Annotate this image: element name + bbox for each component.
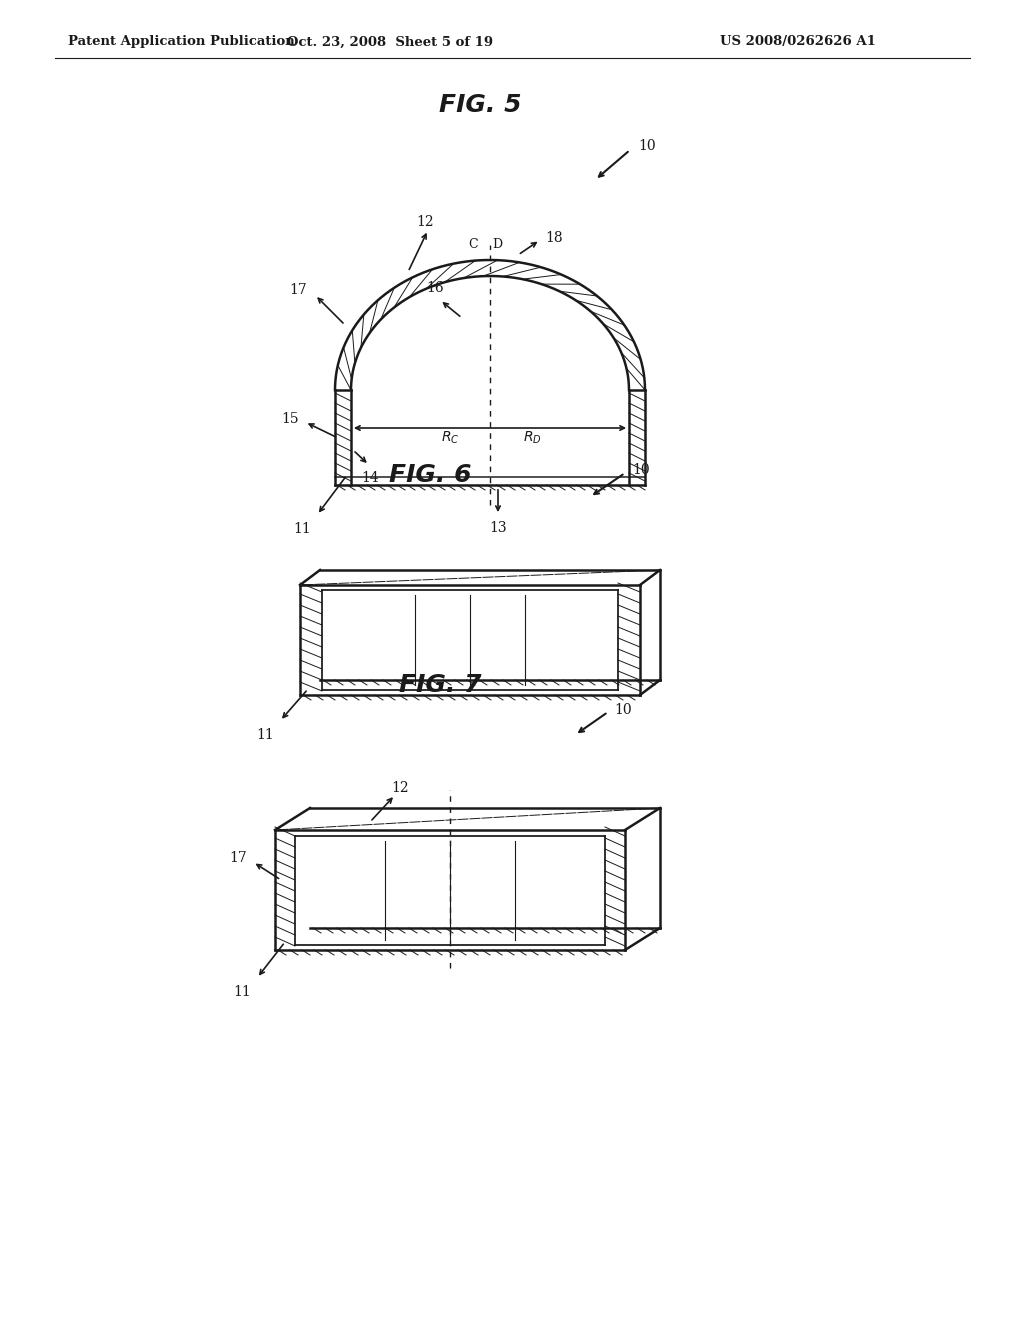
Text: 15: 15 xyxy=(282,412,299,426)
Text: 12: 12 xyxy=(416,215,434,228)
Text: 12: 12 xyxy=(391,781,409,795)
Text: $R_D$: $R_D$ xyxy=(522,430,542,446)
Text: D: D xyxy=(492,239,502,252)
Text: FIG. 7: FIG. 7 xyxy=(398,673,481,697)
Text: Patent Application Publication: Patent Application Publication xyxy=(68,36,295,49)
Text: 10: 10 xyxy=(638,139,655,153)
Text: C: C xyxy=(468,239,478,252)
Text: 11: 11 xyxy=(293,521,311,536)
Text: FIG. 6: FIG. 6 xyxy=(389,463,471,487)
Text: Oct. 23, 2008  Sheet 5 of 19: Oct. 23, 2008 Sheet 5 of 19 xyxy=(287,36,494,49)
Text: 17: 17 xyxy=(289,282,307,297)
Text: 18: 18 xyxy=(545,231,562,246)
Text: 11: 11 xyxy=(256,729,274,742)
Text: 13: 13 xyxy=(489,521,507,535)
Text: $R_C$: $R_C$ xyxy=(440,430,459,446)
Text: 10: 10 xyxy=(632,463,649,477)
Text: 11: 11 xyxy=(233,985,251,999)
Text: 10: 10 xyxy=(614,704,632,717)
Text: 14: 14 xyxy=(361,471,379,484)
Text: US 2008/0262626 A1: US 2008/0262626 A1 xyxy=(720,36,876,49)
Text: 16: 16 xyxy=(426,281,443,294)
Text: FIG. 5: FIG. 5 xyxy=(438,92,521,117)
Text: 17: 17 xyxy=(229,851,247,865)
